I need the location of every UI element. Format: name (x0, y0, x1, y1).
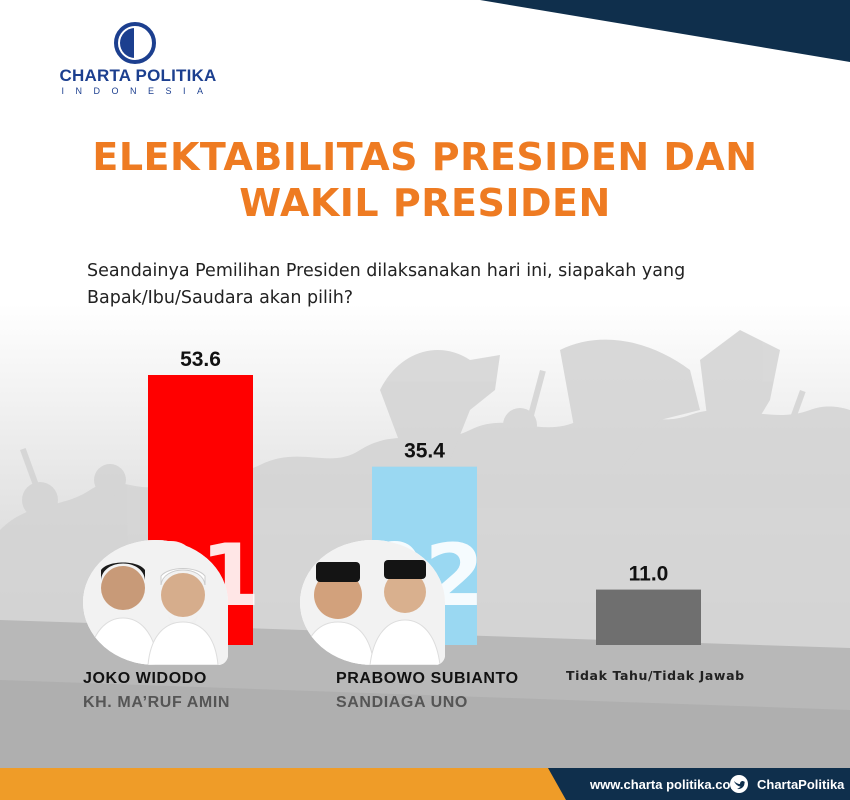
twitter-handle[interactable]: ChartaPolitika (757, 777, 845, 792)
brand-subtitle: INDONESIA (61, 86, 215, 96)
value-label-1: 53.6 (180, 348, 221, 371)
twitter-icon[interactable] (729, 774, 749, 794)
person-photo-icon (300, 540, 445, 665)
candidate-2-name: PRABOWO SUBIANTO (336, 670, 519, 687)
value-label-3: 11.0 (629, 563, 669, 586)
title-line-1: ELEKTABILITAS PRESIDEN DAN (92, 135, 758, 179)
brand-logo: CHARTA POLITIKA INDONESIA (38, 22, 238, 98)
survey-question: Seandainya Pemilihan Presiden dilaksanak… (87, 261, 686, 308)
person-photo-icon (83, 540, 228, 665)
candidate-1-vp: KH. MA’RUF AMIN (83, 694, 231, 711)
no-answer-label: Tidak Tahu/Tidak Jawab (566, 668, 745, 683)
top-stripe-decoration (480, 0, 850, 62)
bar-3 (596, 589, 701, 645)
title-line-2: WAKIL PRESIDEN (239, 181, 611, 225)
brand-name: CHARTA POLITIKA (59, 66, 217, 85)
logo-mark-icon (114, 22, 156, 64)
website-link[interactable]: www.charta politika.com (590, 777, 742, 792)
page-title: ELEKTABILITAS PRESIDEN DAN WAKIL PRESIDE… (40, 134, 810, 226)
value-label-2: 35.4 (404, 440, 445, 463)
candidate-1-name: JOKO WIDODO (83, 670, 207, 687)
footer-navy-band (548, 768, 850, 800)
candidate-2-vp: SANDIAGA UNO (336, 694, 468, 711)
